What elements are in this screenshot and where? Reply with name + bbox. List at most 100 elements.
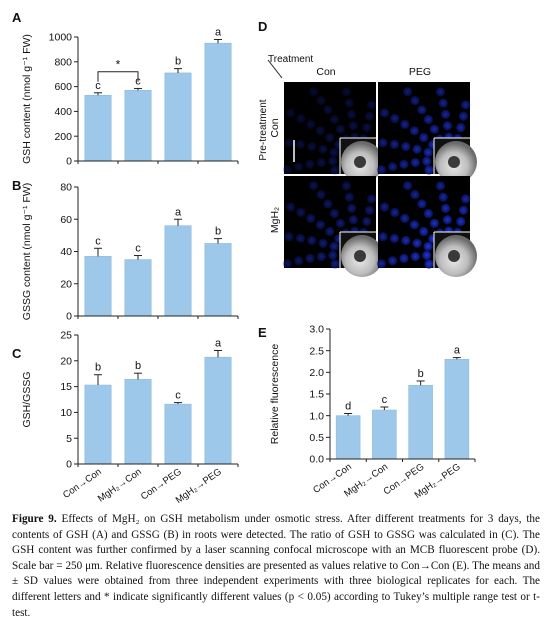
panel-letter-b: B <box>12 178 21 193</box>
figure-label: Figure 9. <box>12 513 57 525</box>
significance-letter-e-0: d <box>345 401 351 413</box>
cell <box>423 241 433 251</box>
cell <box>461 194 471 204</box>
y-tick-label: 15 <box>60 381 72 393</box>
cell <box>388 162 398 172</box>
significance-letter-e-1: c <box>382 394 388 406</box>
significance-bracket <box>97 71 139 82</box>
cell <box>341 181 351 191</box>
cell <box>399 159 409 169</box>
y-tick-label: 600 <box>54 81 72 93</box>
y-tick-label: 2.0 <box>309 367 324 379</box>
cell <box>362 216 372 227</box>
bar-a-3 <box>204 42 232 162</box>
y-tick-label: 400 <box>54 106 72 118</box>
bar-b-2 <box>164 225 192 317</box>
cell <box>389 233 400 243</box>
y-tick-label: 5 <box>66 433 72 445</box>
cell <box>315 220 326 230</box>
panel-letter-c: C <box>12 346 22 361</box>
cell <box>316 157 326 168</box>
cell <box>376 258 386 269</box>
cell <box>456 216 466 227</box>
cell <box>438 192 448 202</box>
confocal-image-con-peg <box>376 82 477 183</box>
y-tick-label: 1000 <box>49 32 73 44</box>
cell <box>367 194 377 204</box>
cell <box>364 111 375 121</box>
cell <box>424 165 434 175</box>
cell <box>308 181 319 191</box>
y-tick-label: 60 <box>60 214 72 226</box>
significance-letter-c-1: b <box>135 360 141 372</box>
y-tick-label: 0 <box>66 311 72 323</box>
cell <box>282 258 292 269</box>
panel-b-gssg-content: Bc c a b 0 20 40 60 80 GSSG content (nmol g⁻¹ FW) <box>12 178 239 323</box>
y-tick-label: 25 <box>60 330 72 342</box>
y-tick-label: 0.0 <box>309 454 324 466</box>
cell <box>378 232 388 242</box>
cell <box>440 203 451 213</box>
cell <box>417 105 427 115</box>
cell <box>344 98 354 108</box>
y-tick-label: 20 <box>60 355 72 367</box>
row-header-pretreatment: Pre-treatment <box>258 99 269 160</box>
panel-letter-d: D <box>258 19 267 34</box>
cell <box>315 126 326 136</box>
y-tick-label: 2.5 <box>309 345 324 357</box>
cell <box>423 147 433 157</box>
inset-root-core <box>354 156 366 168</box>
cell <box>458 111 469 121</box>
bar-b-0 <box>84 256 112 317</box>
cell <box>389 139 400 149</box>
bar-e-3 <box>444 359 470 460</box>
bar-e-0 <box>335 415 361 460</box>
cell <box>282 164 292 175</box>
confocal-image-con-con <box>282 82 383 183</box>
cell <box>306 119 316 130</box>
cell <box>401 235 411 246</box>
column-label-con: Con <box>316 66 335 78</box>
y-tick-label: 1.5 <box>309 389 324 401</box>
y-tick-label: 0.5 <box>309 432 324 444</box>
cell <box>318 238 328 248</box>
significance-letter-b-1: c <box>135 243 141 255</box>
cell <box>410 251 420 262</box>
significance-letter-e-2: b <box>418 368 424 380</box>
significance-letter-e-3: a <box>454 345 461 357</box>
bar-b-3 <box>204 243 232 317</box>
cell <box>410 96 420 106</box>
cell <box>409 126 420 136</box>
bar-a-0 <box>84 94 112 162</box>
header-treatment-label: Treatment <box>268 54 313 65</box>
y-tick-label: 80 <box>60 182 72 194</box>
significance-letter-b-3: b <box>215 226 221 238</box>
y-tick-label: 200 <box>54 131 72 143</box>
cell <box>440 109 451 119</box>
cell <box>417 199 427 209</box>
cell <box>419 226 429 237</box>
y-tick-label: 20 <box>60 278 72 290</box>
cell <box>328 250 338 260</box>
significance-letter-a-3: a <box>215 26 222 38</box>
cell <box>318 144 328 154</box>
figure-caption: Figure 9. Effects of MgH₂ on GSH metabol… <box>12 512 540 621</box>
cell <box>344 192 354 202</box>
cell <box>284 232 294 242</box>
cell <box>422 250 432 260</box>
cell <box>329 241 339 251</box>
inset-root-core <box>448 156 460 168</box>
cell <box>295 139 306 149</box>
caption-text: Effects of MgH₂ on GSH metabolism under … <box>12 513 540 619</box>
y-axis-label: Relative fluorescence <box>269 344 281 445</box>
significance-letter-a-0: c <box>95 80 101 92</box>
cell <box>461 100 471 110</box>
cell <box>323 199 333 209</box>
cell <box>285 108 296 118</box>
cell <box>306 213 316 224</box>
bar-b-1 <box>124 259 152 317</box>
cell <box>412 238 422 248</box>
bar-c-1 <box>124 379 152 465</box>
cell <box>400 213 410 224</box>
